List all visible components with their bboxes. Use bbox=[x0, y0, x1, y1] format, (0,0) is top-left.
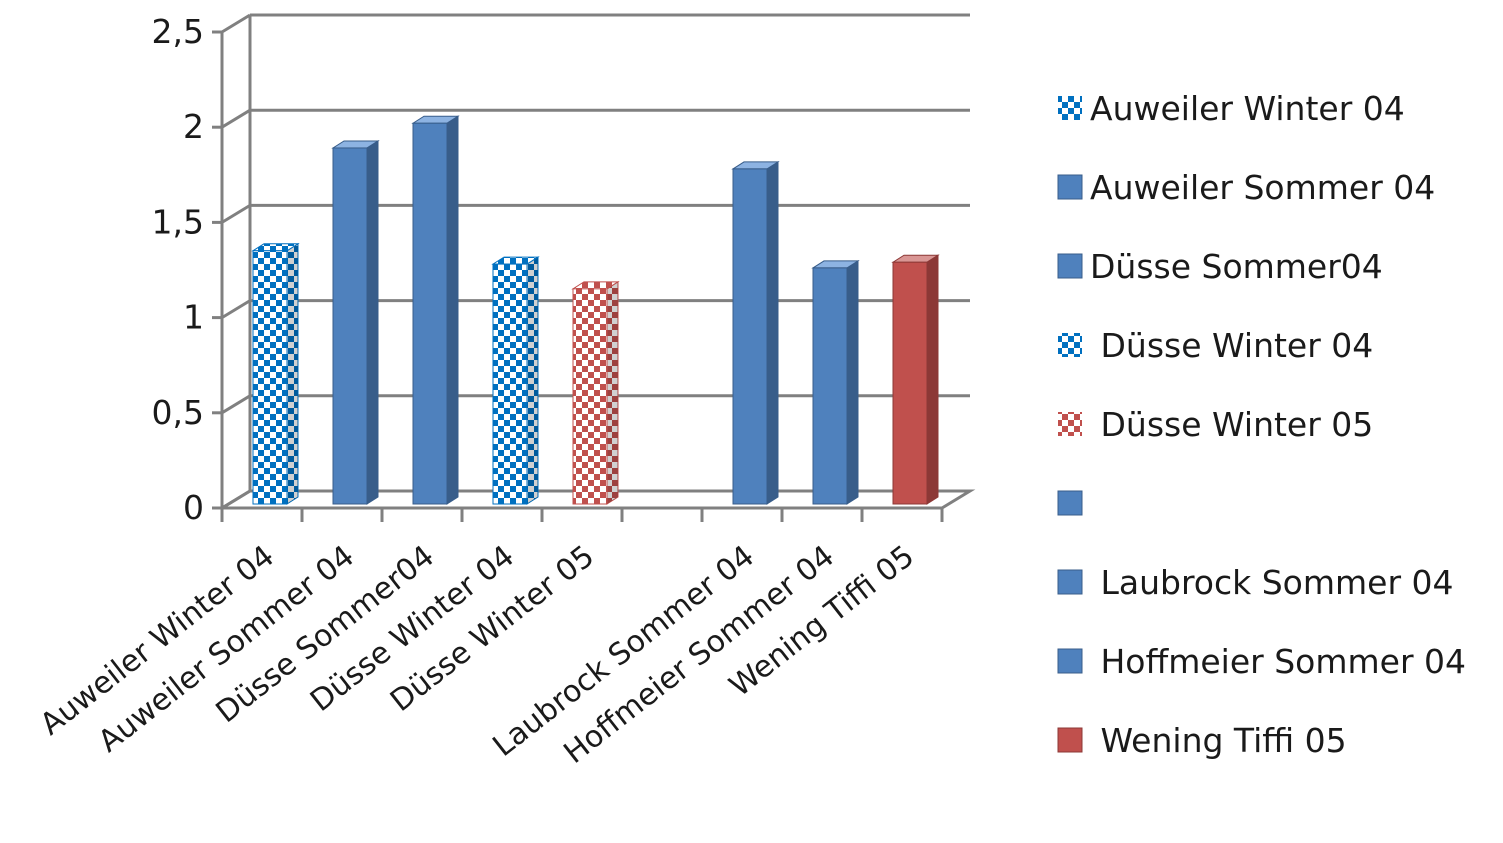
legend-swatch bbox=[1058, 96, 1082, 120]
y-tick-label: 0,5 bbox=[152, 393, 204, 432]
legend-entry: Auweiler Sommer 04 bbox=[1057, 168, 1435, 207]
legend-swatch bbox=[1057, 490, 1083, 516]
legend-label: Wening Tiffi 05 bbox=[1090, 721, 1347, 760]
legend-swatch bbox=[1057, 569, 1083, 595]
legend-entry: Laubrock Sommer 04 bbox=[1057, 563, 1454, 602]
y-axis-tick-labels: 0 0,5 1 1,5 2 2,5 bbox=[152, 12, 204, 527]
side-wall-line bbox=[221, 204, 251, 224]
legend-label: Auweiler Winter 04 bbox=[1090, 89, 1405, 128]
legend-swatch bbox=[1057, 253, 1083, 279]
bars bbox=[251, 115, 940, 505]
side-wall-line bbox=[221, 13, 251, 34]
legend-label: Düsse Winter 05 bbox=[1090, 405, 1373, 444]
bar bbox=[571, 280, 620, 505]
legend-label: Düsse Winter 04 bbox=[1090, 326, 1373, 365]
y-tick-label: 1 bbox=[183, 298, 204, 337]
legend-entry: Düsse Winter 05 bbox=[1058, 405, 1373, 444]
y-tick-label: 1,5 bbox=[152, 202, 204, 241]
bar bbox=[491, 256, 540, 505]
legend-label: Düsse Sommer04 bbox=[1090, 247, 1383, 286]
legend-swatch bbox=[1058, 412, 1082, 436]
legend: Auweiler Winter 04 Auweiler Sommer 04 Düss… bbox=[1057, 89, 1466, 760]
bar bbox=[731, 160, 780, 505]
legend-entry: Hoffmeier Sommer 04 bbox=[1057, 642, 1466, 681]
bar bbox=[251, 242, 300, 505]
legend-entry: Düsse Winter 04 bbox=[1058, 326, 1373, 365]
bar bbox=[331, 140, 380, 505]
legend-label: Hoffmeier Sommer 04 bbox=[1090, 642, 1466, 681]
y-tick-label: 0 bbox=[183, 488, 204, 527]
y-tick-label: 2 bbox=[183, 107, 204, 146]
legend-entry: Auweiler Winter 04 bbox=[1058, 89, 1405, 128]
side-wall-line bbox=[221, 108, 251, 129]
legend-swatch bbox=[1058, 333, 1082, 357]
bar bbox=[811, 259, 860, 505]
bar bbox=[411, 115, 460, 505]
legend-swatch bbox=[1057, 727, 1083, 753]
bar bbox=[891, 254, 940, 505]
legend-swatch bbox=[1057, 174, 1083, 200]
legend-label: Auweiler Sommer 04 bbox=[1090, 168, 1435, 207]
legend-swatch bbox=[1057, 648, 1083, 674]
legend-label: Laubrock Sommer 04 bbox=[1090, 563, 1454, 602]
legend-entry: Düsse Sommer04 bbox=[1057, 247, 1383, 286]
axes bbox=[212, 15, 976, 522]
legend-entry bbox=[1057, 490, 1083, 516]
side-wall-line bbox=[221, 394, 251, 415]
side-wall-line bbox=[221, 299, 251, 319]
y-tick-label: 2,5 bbox=[152, 12, 204, 51]
legend-entry: Wening Tiffi 05 bbox=[1057, 721, 1347, 760]
